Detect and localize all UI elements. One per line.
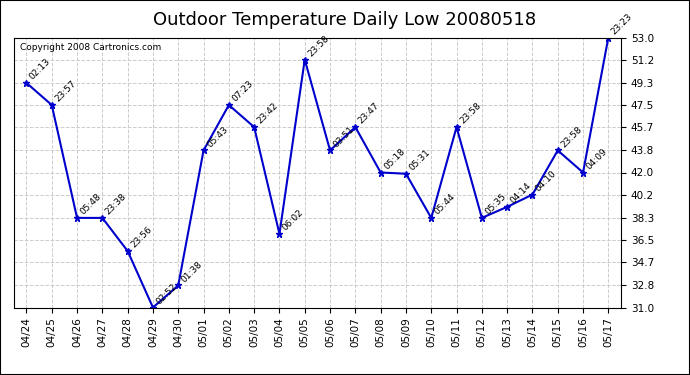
Text: 23:42: 23:42 [255, 101, 280, 126]
Text: 23:23: 23:23 [610, 12, 634, 36]
Text: 23:47: 23:47 [357, 101, 381, 126]
Text: 04:10: 04:10 [534, 169, 558, 193]
Text: 02:52: 02:52 [155, 282, 179, 306]
Text: 23:56: 23:56 [129, 225, 154, 250]
Text: 07:23: 07:23 [230, 79, 255, 104]
Text: 04:14: 04:14 [509, 181, 533, 206]
Text: 04:09: 04:09 [584, 147, 609, 171]
Text: Copyright 2008 Cartronics.com: Copyright 2008 Cartronics.com [20, 43, 161, 52]
Text: 23:58: 23:58 [559, 124, 584, 149]
Text: 05:43: 05:43 [205, 124, 230, 149]
Text: 23:38: 23:38 [104, 192, 128, 216]
Text: 05:35: 05:35 [483, 192, 508, 216]
Text: 01:38: 01:38 [179, 260, 204, 284]
Text: 05:44: 05:44 [433, 192, 457, 216]
Text: 05:18: 05:18 [382, 147, 406, 171]
Text: 23:57: 23:57 [53, 79, 78, 104]
Text: 03:51: 03:51 [331, 124, 356, 149]
Text: 02:13: 02:13 [28, 57, 52, 81]
Text: 05:31: 05:31 [407, 148, 432, 172]
Text: 23:58: 23:58 [458, 101, 482, 126]
Text: 23:58: 23:58 [306, 34, 331, 58]
Text: 05:48: 05:48 [79, 192, 103, 216]
Text: 06:02: 06:02 [281, 208, 306, 232]
Text: Outdoor Temperature Daily Low 20080518: Outdoor Temperature Daily Low 20080518 [153, 11, 537, 29]
